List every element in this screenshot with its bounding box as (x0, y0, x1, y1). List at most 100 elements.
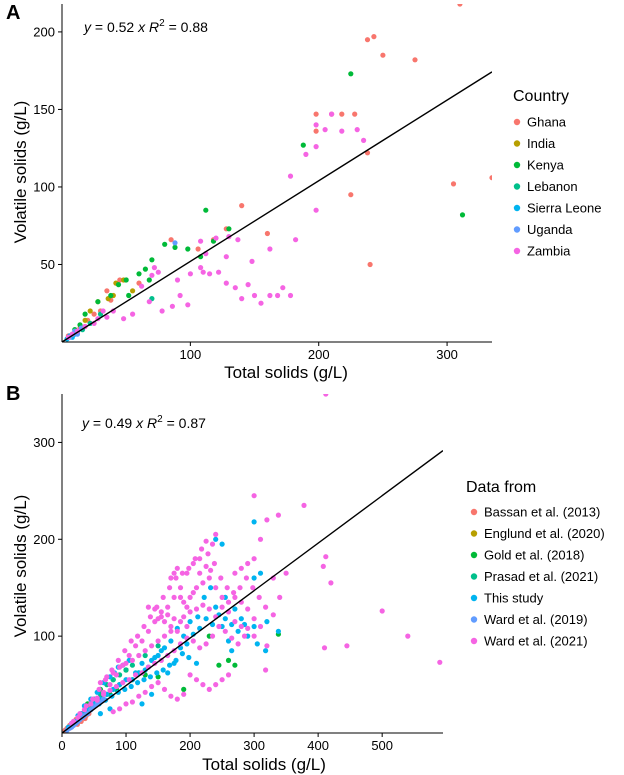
panel-b-point-prasad-et-al-2021 (155, 643, 161, 649)
panel-b-point-ward-et-al-2021 (167, 585, 173, 591)
panel-a-points (64, 4, 492, 342)
panel-b-y-tick-label: 300 (33, 435, 55, 450)
panel-b-point-ward-et-al-2021 (152, 606, 158, 612)
panel-b-point-this-study (139, 660, 145, 666)
panel-b-point-ward-et-al-2021 (168, 575, 174, 581)
panel-a-point-kenya (142, 266, 148, 272)
panel-a-legend-key (513, 247, 521, 255)
panel-a-point-kenya (149, 257, 155, 263)
panel-b-point-ward-et-al-2021 (200, 580, 206, 586)
panel-a-point-zambia (267, 246, 273, 252)
panel-a-legend-key (513, 161, 521, 169)
panel-b-point-ward-et-al-2021 (136, 652, 142, 659)
panel-b-legend-label: Prasad et al. (2021) (484, 569, 598, 584)
panel-b-y-tick-label: 100 (33, 629, 55, 644)
panel-b-point-ward-et-al-2021 (229, 635, 235, 641)
panel-b-point-ward-et-al-2021 (200, 602, 206, 608)
panel-b-legend-label: Ward et al. (2021) (484, 634, 588, 649)
panel-b-point-ward-et-al-2021 (197, 645, 203, 651)
panel-b-point-this-study (275, 628, 281, 634)
panel-a-point-zambia (235, 237, 241, 243)
panel-a-point-zambia (280, 285, 286, 291)
panel-b-point-ward-et-al-2021 (115, 657, 121, 664)
panel-b-point-ward-et-al-2021 (181, 614, 187, 620)
panel-a-point-zambia (313, 207, 319, 213)
panel-b-point-ward-et-al-2021 (264, 517, 270, 523)
panel-b-point-ward-et-al-2021 (251, 616, 257, 622)
panel-b-point-ward-et-al-2021 (171, 616, 177, 622)
panel-b-y-tick-label: 200 (33, 532, 55, 547)
panel-a-label: A (6, 2, 20, 24)
panel-a-point-zambia (293, 237, 299, 243)
panel-b-point-ward-et-al-2021 (187, 672, 193, 678)
panel-a-legend-label: Kenya (527, 158, 565, 173)
panel-b-point-ward-et-al-2021 (149, 683, 155, 690)
panel-a-point-india (82, 317, 88, 323)
panel-b: B y = 0.49 x R2 = 0.87 0 100 200 300 400 500 1… (6, 383, 605, 774)
panel-b-point-ward-et-al-2021 (243, 575, 249, 581)
panel-b-point-ward-et-al-2021 (208, 567, 214, 573)
panel-a-point-kenya (459, 212, 466, 218)
panel-b-point-ward-et-al-2021 (264, 643, 270, 649)
panel-b-point-ward-et-al-2021 (197, 570, 203, 576)
panel-b-legend-label: Gold et al. (2018) (484, 548, 584, 563)
panel-a-point-kenya (203, 207, 209, 213)
panel-b-point-ward-et-al-2021 (190, 590, 196, 596)
panel-a-legend-label: India (527, 136, 556, 151)
panel-b-point-ward-et-al-2021 (128, 638, 134, 644)
panel-b-point-ward-et-al-2021 (160, 594, 166, 601)
panel-b-point-ward-et-al-2021 (245, 625, 251, 632)
panel-b-point-ward-et-al-2021 (161, 686, 168, 693)
panel-b-point-ward-et-al-2021 (155, 680, 161, 686)
panel-b-legend-key (470, 616, 478, 623)
panel-a-legend-key (513, 140, 521, 147)
panel-b-point-ward-et-al-2021 (193, 606, 200, 612)
panel-b-point-ward-et-al-2021 (211, 560, 217, 567)
panel-b-point-this-study (263, 648, 269, 654)
panel-a-point-zambia (121, 316, 127, 322)
panel-b-point-this-study (135, 680, 141, 686)
panel-b-label: B (6, 383, 20, 405)
panel-b-point-ward-et-al-2021 (181, 691, 187, 697)
panel-b-point-ward-et-al-2021 (94, 697, 100, 703)
panel-b-point-this-study (173, 657, 179, 664)
panel-b-point-ward-et-al-2021 (251, 633, 257, 639)
panel-b-point-ward-et-al-2021 (123, 660, 129, 666)
panel-b-point-ward-et-al-2021 (142, 648, 148, 654)
panel-b-plot-area: 0 100 200 300 400 500 100 200 300 (33, 394, 443, 753)
panel-b-point-this-study (193, 660, 200, 666)
panel-b-point-ward-et-al-2021 (147, 614, 153, 620)
panel-a-point-kenya (185, 246, 191, 252)
panel-a-point-zambia (169, 303, 175, 309)
panel-b-point-ward-et-al-2021 (203, 538, 209, 544)
panel-a-r2: 0.88 (181, 19, 208, 35)
panel-a-point-zambia (251, 292, 258, 299)
panel-b-point-this-study (195, 614, 201, 620)
panel-b-point-ward-et-al-2021 (97, 680, 103, 686)
panel-b-point-this-study (187, 619, 193, 625)
panel-a-point-zambia (275, 292, 281, 299)
panel-a-point-zambia (146, 299, 152, 305)
panel-a-point-zambia (313, 122, 319, 128)
panel-b-point-this-study (186, 654, 192, 661)
panel-b-point-ward-et-al-2021 (129, 657, 135, 664)
panel-b-point-this-study (257, 570, 264, 576)
panel-b-legend-title: Data from (466, 479, 536, 496)
panel-a-point-ghana (450, 181, 457, 187)
panel-b-point-ward-et-al-2021 (83, 703, 89, 709)
panel-b-point-ward-et-al-2021 (77, 711, 83, 717)
panel-a-point-zambia (198, 238, 204, 244)
panel-b-point-this-study (222, 616, 228, 622)
panel-b-point-ward-et-al-2021 (213, 682, 219, 688)
panel-b-point-ward-et-al-2021 (219, 677, 225, 683)
panel-a-legend-key (513, 226, 521, 233)
panel-a-x-tick-label: 100 (180, 347, 202, 362)
panel-b-legend-key (470, 508, 478, 516)
panel-a-point-zambia (239, 296, 245, 302)
panel-b-point-ward-et-al-2021 (174, 696, 180, 702)
panel-a-point-zambia (130, 311, 136, 317)
panel-b-coef: 0.49 (105, 415, 132, 431)
panel-a-y-tick-label: 150 (33, 102, 55, 117)
panel-b-point-ward-et-al-2021 (88, 701, 94, 707)
panel-a-point-kenya (136, 271, 142, 277)
